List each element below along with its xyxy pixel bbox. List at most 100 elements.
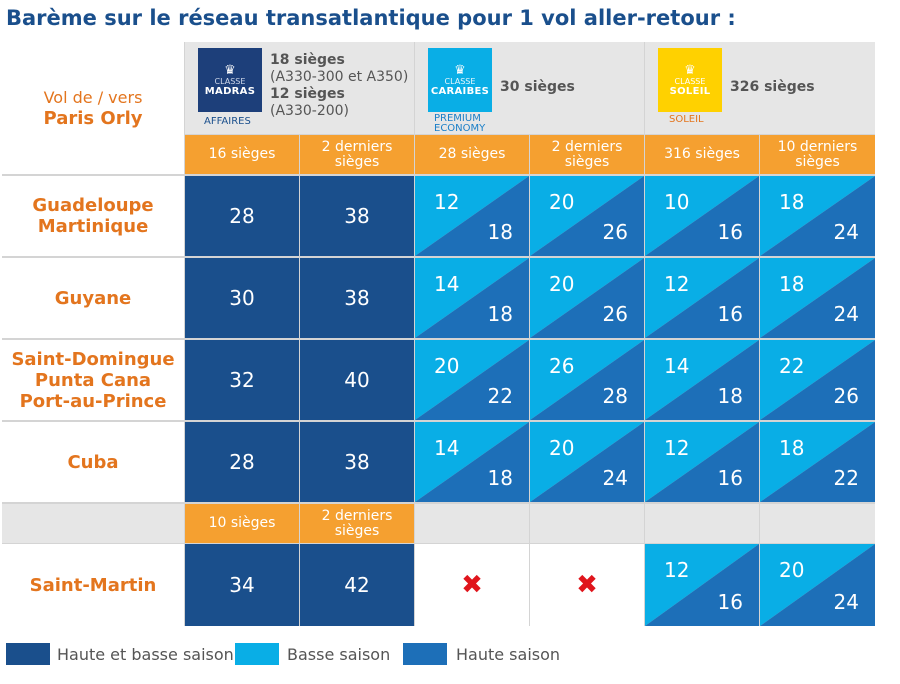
- split-fare: 12 16: [645, 258, 759, 338]
- split-fare: 20 24: [530, 422, 644, 502]
- destination-saint-martin: Saint-Martin: [2, 544, 184, 626]
- madras-fare: 30: [185, 258, 299, 338]
- madras-fare: 38: [300, 176, 414, 256]
- high-season-fare: 16: [717, 302, 743, 326]
- unavailable-icon: ✖: [415, 544, 529, 626]
- split-fare: 18 24: [760, 176, 875, 256]
- high-season-fare: 28: [602, 384, 628, 408]
- madras-fare: 34: [185, 544, 299, 626]
- destination-cuba: Cuba: [2, 422, 184, 502]
- caraibes-badge: ♛ CLASSE CARAIBES: [428, 48, 492, 112]
- high-season-fare: 22: [833, 466, 859, 490]
- soleil-caption: SOLEIL: [669, 114, 704, 125]
- destination-label: Saint-Martin: [29, 574, 157, 596]
- spacer-cell: [530, 504, 644, 543]
- crown-icon: ♛: [454, 62, 466, 78]
- low-season-fare: 12: [664, 272, 690, 296]
- madras-fare: 32: [185, 340, 299, 420]
- legend-swatch-low-season: [235, 643, 279, 665]
- high-season-fare: 18: [487, 466, 513, 490]
- low-season-fare: 12: [664, 558, 690, 582]
- destination-label: Guadeloupe Martinique: [32, 195, 154, 237]
- madras-seats-1: 18 sièges: [270, 52, 345, 68]
- subheader-saint-martin-1: 10 sièges: [185, 504, 299, 543]
- subheader-soleil-1: 316 sièges: [645, 135, 759, 174]
- subheader-caraibes-2: 2 derniers sièges: [530, 135, 644, 174]
- page-title: Barème sur le réseau transatlantique pou…: [6, 6, 736, 30]
- madras-fare: 28: [185, 176, 299, 256]
- destination-guadeloupe-martinique: Guadeloupe Martinique: [2, 176, 184, 256]
- crown-icon: ♛: [224, 62, 236, 78]
- destination-label: Saint-Domingue Punta Cana Port-au-Prince: [11, 348, 175, 412]
- split-fare: 18 22: [760, 422, 875, 502]
- low-season-fare: 18: [779, 272, 805, 296]
- legend-label-all-seasons: Haute et basse saison: [57, 645, 234, 664]
- unavailable-icon: ✖: [530, 544, 644, 626]
- madras-seats-2: 12 sièges: [270, 86, 345, 102]
- caraibes-header: ♛ CLASSE CARAIBES PREMIUM ECONOMY 30 siè…: [415, 42, 644, 134]
- low-season-fare: 10: [664, 190, 690, 214]
- high-season-fare: 24: [833, 590, 859, 614]
- origin-header: Vol de / vers Paris Orly: [2, 42, 184, 174]
- split-fare: 20 22: [415, 340, 529, 420]
- madras-fare: 28: [185, 422, 299, 502]
- madras-badge-small: CLASSE: [214, 76, 246, 86]
- madras-caption: AFFAIRES: [204, 116, 251, 127]
- high-season-fare: 24: [833, 220, 859, 244]
- high-season-fare: 18: [487, 220, 513, 244]
- low-season-fare: 20: [549, 272, 575, 296]
- high-season-fare: 16: [717, 220, 743, 244]
- subheader-saint-martin-2: 2 derniers sièges: [300, 504, 414, 543]
- destination-label: Cuba: [67, 451, 119, 473]
- split-fare: 26 28: [530, 340, 644, 420]
- low-season-fare: 14: [434, 436, 460, 460]
- origin-label: Vol de / vers: [43, 87, 143, 107]
- split-fare: 22 26: [760, 340, 875, 420]
- spacer-cell: [760, 504, 875, 543]
- high-season-fare: 18: [487, 302, 513, 326]
- split-fare: 20 26: [530, 176, 644, 256]
- soleil-badge-big: SOLEIL: [669, 85, 711, 97]
- split-fare: 12 16: [645, 544, 759, 626]
- low-season-fare: 18: [779, 190, 805, 214]
- low-season-fare: 20: [549, 436, 575, 460]
- legend-swatch-all-seasons: [6, 643, 50, 665]
- low-season-fare: 22: [779, 354, 805, 378]
- caraibes-badge-small: CLASSE: [444, 76, 476, 86]
- low-season-fare: 20: [434, 354, 460, 378]
- destination-label: Guyane: [54, 287, 132, 309]
- split-fare: 20 26: [530, 258, 644, 338]
- crown-icon: ♛: [684, 62, 696, 78]
- subheader-caraibes-1: 28 sièges: [415, 135, 529, 174]
- high-season-fare: 26: [833, 384, 859, 408]
- legend-label-low-season: Basse saison: [287, 645, 391, 664]
- destination-guyane: Guyane: [2, 258, 184, 338]
- legend-label-high-season: Haute saison: [456, 645, 561, 664]
- spacer-cell: [2, 504, 184, 543]
- madras-fare: 42: [300, 544, 414, 626]
- madras-aircraft-1: (A330-300 et A350): [270, 69, 409, 85]
- fare-table: Vol de / vers Paris Orly ♛ CLASSE MADRAS…: [2, 42, 875, 626]
- high-season-fare: 26: [602, 220, 628, 244]
- low-season-fare: 14: [434, 272, 460, 296]
- high-season-fare: 24: [602, 466, 628, 490]
- subheader-soleil-2: 10 derniers sièges: [760, 135, 875, 174]
- high-season-fare: 24: [833, 302, 859, 326]
- low-season-fare: 26: [549, 354, 575, 378]
- low-season-fare: 20: [549, 190, 575, 214]
- madras-fare: 40: [300, 340, 414, 420]
- subheader-madras-1: 16 sièges: [185, 135, 299, 174]
- split-fare: 14 18: [645, 340, 759, 420]
- soleil-badge-small: CLASSE: [674, 76, 706, 86]
- subheader-madras-2: 2 derniers sièges: [300, 135, 414, 174]
- legend-swatch-high-season: [403, 643, 447, 665]
- high-season-fare: 26: [602, 302, 628, 326]
- caraibes-caption-2: ECONOMY: [434, 123, 486, 134]
- madras-fare: 38: [300, 258, 414, 338]
- low-season-fare: 12: [434, 190, 460, 214]
- caraibes-badge-big: CARAIBES: [430, 85, 490, 97]
- split-fare: 14 18: [415, 422, 529, 502]
- soleil-badge: ♛ CLASSE SOLEIL: [658, 48, 722, 112]
- high-season-fare: 22: [487, 384, 513, 408]
- split-fare: 12 18: [415, 176, 529, 256]
